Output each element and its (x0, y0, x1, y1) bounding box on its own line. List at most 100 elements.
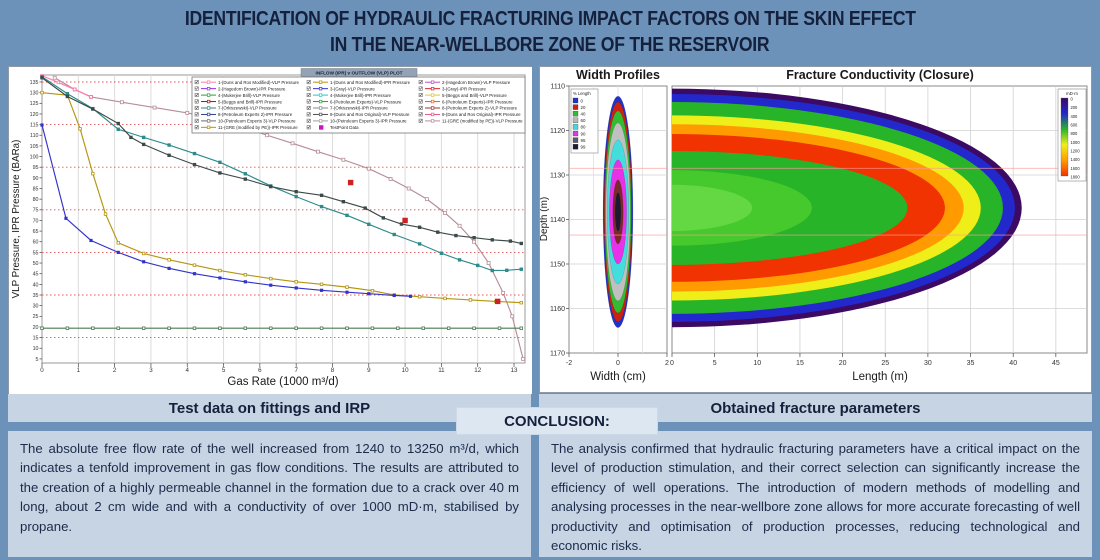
svg-text:10: 10 (33, 346, 39, 352)
svg-text:Width (cm): Width (cm) (590, 371, 646, 383)
svg-text:8-(Petroleum Experts 2)-IPR Pr: 8-(Petroleum Experts 2)-IPR Pressure (218, 112, 293, 117)
svg-text:7-(Orkiszewski)-VLP Pressure: 7-(Orkiszewski)-VLP Pressure (218, 106, 277, 111)
slide-title: IDENTIFICATION OF HYDRAULIC FRACTURING I… (0, 6, 1100, 58)
svg-text:3: 3 (149, 367, 153, 374)
svg-text:1200: 1200 (1071, 149, 1081, 154)
svg-text:% Length: % Length (573, 91, 591, 96)
svg-text:1600: 1600 (1071, 166, 1081, 171)
svg-text:40: 40 (581, 112, 586, 117)
svg-text:110: 110 (30, 133, 38, 139)
vlp-ipr-legend[interactable]: 1-(Duns and Ros Modified)-VLP Pressure2-… (191, 76, 526, 134)
svg-text:90: 90 (581, 131, 586, 136)
svg-text:99: 99 (581, 145, 586, 150)
svg-text:1400: 1400 (1071, 157, 1081, 162)
svg-text:Gas Rate (1000 m³/d): Gas Rate (1000 m³/d) (227, 376, 338, 388)
svg-text:20: 20 (581, 105, 586, 110)
svg-text:45: 45 (33, 272, 39, 278)
caption-right-label: Obtained fracture parameters (710, 399, 921, 417)
svg-text:10-(Petroleum Experts 3)-IPR P: 10-(Petroleum Experts 3)-IPR Pressure (330, 119, 407, 124)
svg-text:4: 4 (186, 367, 190, 374)
svg-text:1-(Duns and Ros Modified)-VLP: 1-(Duns and Ros Modified)-VLP Pressure (218, 80, 299, 85)
svg-text:1000: 1000 (1071, 140, 1081, 145)
svg-text:0: 0 (670, 360, 674, 367)
svg-text:95: 95 (581, 138, 586, 143)
svg-text:85: 85 (33, 186, 39, 192)
svg-text:80: 80 (581, 125, 586, 130)
svg-text:Width Profiles: Width Profiles (576, 68, 660, 82)
svg-text:8: 8 (331, 367, 335, 374)
svg-text:12: 12 (474, 367, 481, 374)
svg-text:9-(Duns and Ros Original)-VLP: 9-(Duns and Ros Original)-VLP Pressure (330, 112, 410, 117)
svg-text:2-(Hagedorn Brown)-VLP Pressur: 2-(Hagedorn Brown)-VLP Pressure (442, 80, 511, 85)
svg-text:15: 15 (33, 336, 39, 342)
svg-text:5-(Beggs and Brill)-VLP Pressu: 5-(Beggs and Brill)-VLP Pressure (442, 93, 507, 98)
svg-text:95: 95 (33, 165, 39, 171)
svg-text:11-(GRE (modified by PE))-IPR: 11-(GRE (modified by PE))-IPR Pressure (218, 125, 298, 130)
svg-text:130: 130 (30, 91, 39, 97)
svg-text:0: 0 (581, 98, 584, 103)
conclusion-text-left: The absolute free flow rate of the well … (8, 431, 531, 557)
svg-text:1110: 1110 (550, 83, 565, 90)
svg-text:80: 80 (33, 197, 39, 203)
svg-text:-2: -2 (566, 360, 572, 367)
svg-text:0: 0 (1071, 97, 1074, 102)
svg-text:7: 7 (294, 367, 298, 374)
svg-text:4-(Mukerjee Brill)-VLP Pressur: 4-(Mukerjee Brill)-VLP Pressure (218, 93, 280, 98)
svg-text:0: 0 (616, 360, 620, 367)
svg-text:45: 45 (1052, 360, 1060, 367)
svg-text:90: 90 (33, 176, 39, 182)
svg-text:200: 200 (1071, 105, 1079, 110)
svg-text:VLP Pressure, IPR Pressure (BA: VLP Pressure, IPR Pressure (BARa) (11, 140, 22, 299)
svg-text:30: 30 (33, 304, 39, 310)
svg-text:11-(GRE (modified by PE))-VLP: 11-(GRE (modified by PE))-VLP Pressure (442, 119, 523, 124)
svg-text:10-(Petroleum Experts 3)-VLP P: 10-(Petroleum Experts 3)-VLP Pressure (218, 119, 296, 124)
svg-text:4-(Mukerjee Brill)-IPR Pressur: 4-(Mukerjee Brill)-IPR Pressure (330, 93, 392, 98)
svg-text:Fracture Conductivity (Closure: Fracture Conductivity (Closure) (786, 68, 974, 82)
svg-text:10: 10 (402, 367, 409, 374)
fracture-charts: Width Profiles Fracture Conductivity (Clo… (540, 67, 1091, 392)
conclusion-text-left-content: The absolute free flow rate of the well … (20, 441, 519, 534)
svg-text:9: 9 (367, 367, 371, 374)
svg-text:Length (m): Length (m) (852, 371, 908, 383)
svg-text:TestPoint Data: TestPoint Data (330, 125, 359, 130)
svg-text:70: 70 (33, 218, 39, 224)
vlp-ipr-chart: 0 1 2 3 4 5 6 7 8 9 10 11 12 135101520253035404550556… (9, 67, 532, 394)
svg-text:60: 60 (33, 240, 39, 246)
svg-text:1800: 1800 (1071, 175, 1081, 180)
svg-text:20: 20 (839, 360, 847, 367)
svg-text:2: 2 (665, 360, 669, 367)
vlp-ipr-figure-panel: 0 1 2 3 4 5 6 7 8 9 10 11 12 13 5 10 15 20 25 30 35 40 45 50 55 6… (8, 66, 532, 394)
svg-text:3-(Gray)-IPR Pressure: 3-(Gray)-IPR Pressure (442, 86, 486, 91)
slide-title-line-2: IN THE NEAR-WELLBORE ZONE OF THE RESERVO… (330, 34, 770, 56)
svg-text:INFLOW (IPR) v OUTFLOW (VLP) P: INFLOW (IPR) v OUTFLOW (VLP) PLOT (316, 71, 403, 76)
svg-text:1130: 1130 (550, 172, 565, 179)
svg-text:25: 25 (881, 360, 889, 367)
svg-text:13: 13 (511, 367, 518, 374)
svg-text:1160: 1160 (550, 306, 565, 313)
svg-text:30: 30 (924, 360, 932, 367)
svg-text:1170: 1170 (550, 350, 565, 357)
svg-text:7-(Orkiszewski)-IPR Pressure: 7-(Orkiszewski)-IPR Pressure (330, 106, 388, 111)
svg-text:1120: 1120 (550, 128, 565, 135)
svg-text:Depth (m): Depth (m) (540, 197, 550, 241)
svg-text:1150: 1150 (550, 261, 565, 268)
svg-text:15: 15 (796, 360, 804, 367)
conclusion-text-right: The analysis confirmed that hydraulic fr… (539, 431, 1092, 557)
svg-text:125: 125 (30, 101, 39, 107)
svg-text:8-(Petroleum Experts 2)-VLP Pr: 8-(Petroleum Experts 2)-VLP Pressure (442, 106, 518, 111)
slide-title-line-1: IDENTIFICATION OF HYDRAULIC FRACTURING I… (184, 8, 916, 30)
svg-text:65: 65 (33, 229, 39, 235)
caption-left-label: Test data on fittings and IRP (168, 399, 371, 417)
svg-text:5: 5 (222, 367, 226, 374)
svg-text:1140: 1140 (550, 217, 565, 224)
svg-text:2-(Hagedorn Brown)-IPR Pressur: 2-(Hagedorn Brown)-IPR Pressure (218, 86, 286, 91)
svg-text:50: 50 (33, 261, 39, 267)
conclusion-badge: CONCLUSION: (457, 408, 657, 434)
svg-text:40: 40 (1009, 360, 1017, 367)
svg-text:100: 100 (30, 154, 39, 160)
conductivity-colorbar: mD·m0 200 400 600 800 1000 1200 1400 1600 1800 (1057, 88, 1087, 182)
svg-text:25: 25 (33, 314, 39, 320)
svg-text:6-(Petroleum Experts)-IPR Pres: 6-(Petroleum Experts)-IPR Pressure (442, 99, 513, 104)
